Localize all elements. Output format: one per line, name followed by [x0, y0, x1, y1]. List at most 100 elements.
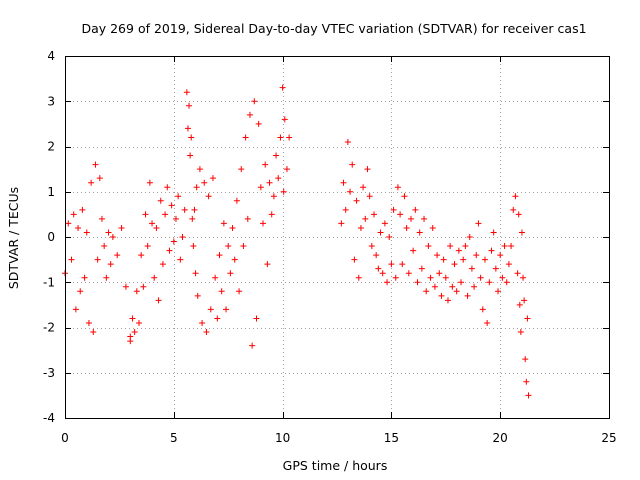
data-point	[155, 297, 162, 304]
data-point	[384, 279, 391, 286]
data-point	[455, 247, 462, 254]
data-point	[379, 270, 386, 277]
data-point	[283, 166, 290, 173]
data-point	[159, 261, 166, 268]
data-point	[405, 270, 412, 277]
data-point	[517, 329, 524, 336]
data-point	[251, 98, 258, 105]
y-tick-label: -1	[43, 275, 55, 289]
data-point	[460, 256, 467, 263]
data-point	[187, 152, 194, 159]
data-point	[188, 134, 195, 141]
data-point	[192, 270, 199, 277]
data-point	[481, 256, 488, 263]
data-point	[523, 378, 530, 385]
data-point	[85, 319, 92, 326]
data-point	[399, 261, 406, 268]
data-point	[184, 125, 191, 132]
data-point	[183, 89, 190, 96]
data-point	[466, 234, 473, 240]
data-point	[164, 184, 171, 191]
data-point	[479, 306, 486, 313]
data-point	[105, 229, 112, 236]
data-point	[109, 234, 116, 240]
y-tick-label: 3	[47, 94, 55, 108]
data-point	[127, 338, 134, 345]
data-point	[75, 224, 82, 231]
data-point	[357, 224, 364, 231]
data-point	[101, 243, 108, 250]
data-point	[131, 329, 138, 336]
data-point	[338, 220, 345, 227]
data-point	[525, 392, 532, 399]
data-point	[249, 342, 256, 349]
data-point	[342, 206, 349, 213]
x-axis-label: GPS time / hours	[283, 458, 388, 473]
data-point	[442, 274, 449, 281]
data-point	[440, 256, 447, 263]
data-point	[370, 211, 377, 218]
data-point	[189, 215, 196, 222]
y-tick-labels: -4 -3 -2 -1 0 1 2 3 4	[43, 49, 55, 425]
x-tick-label: 25	[601, 431, 616, 445]
data-point	[88, 179, 95, 186]
data-point	[179, 234, 186, 240]
data-point	[499, 274, 506, 281]
data-point	[425, 243, 432, 250]
data-point	[193, 184, 200, 191]
data-point	[122, 283, 129, 290]
data-point	[388, 261, 395, 268]
data-point	[207, 306, 214, 313]
x-tick-label: 15	[384, 431, 399, 445]
data-point	[421, 215, 428, 222]
data-point	[203, 329, 210, 336]
data-point	[423, 288, 430, 295]
data-point	[524, 315, 531, 322]
data-point	[453, 288, 460, 295]
data-point	[394, 184, 401, 191]
data-point	[177, 256, 184, 263]
data-point	[277, 134, 284, 141]
data-point	[172, 215, 179, 222]
data-point	[264, 261, 271, 268]
x-tick-label: 20	[493, 431, 508, 445]
data-point	[255, 120, 262, 127]
data-point	[129, 315, 136, 322]
data-point	[516, 301, 523, 308]
data-point	[501, 243, 508, 250]
data-point	[281, 116, 288, 123]
data-point	[144, 243, 151, 250]
data-point	[495, 288, 502, 295]
y-tick-label: -2	[43, 321, 55, 335]
data-point	[473, 252, 480, 259]
data-point	[142, 211, 149, 218]
data-point	[262, 161, 269, 168]
data-point	[149, 220, 156, 227]
data-point	[518, 229, 525, 236]
data-point	[227, 270, 234, 277]
data-point	[514, 270, 521, 277]
data-point	[216, 252, 223, 259]
data-point	[360, 184, 367, 191]
data-point	[275, 175, 282, 182]
x-tick-labels: 0 5 10 15 20 25	[61, 431, 616, 445]
data-point	[488, 247, 495, 254]
data-point	[392, 274, 399, 281]
data-point	[133, 288, 140, 295]
y-tick-label: 4	[47, 49, 55, 63]
data-point	[344, 138, 351, 145]
data-point	[520, 274, 527, 281]
chart-title: Day 269 of 2019, Sidereal Day-to-day VTE…	[81, 21, 586, 36]
data-point	[273, 152, 280, 159]
data-point	[151, 274, 158, 281]
data-point	[414, 279, 421, 286]
data-point	[362, 215, 369, 222]
data-point	[65, 220, 72, 227]
data-point	[475, 220, 482, 227]
data-point	[214, 315, 221, 322]
data-point	[162, 211, 169, 218]
data-point	[270, 193, 277, 200]
data-point	[103, 274, 110, 281]
data-point	[490, 229, 497, 236]
